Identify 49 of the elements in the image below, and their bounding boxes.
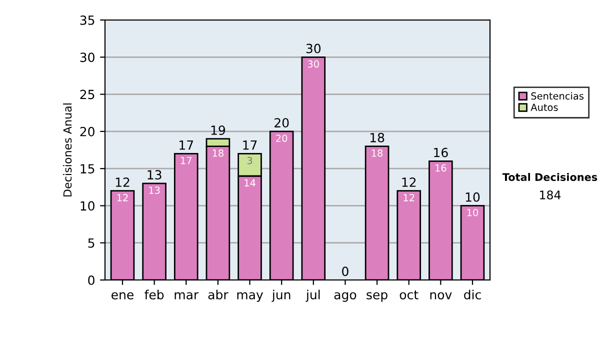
data-label: 13 bbox=[149, 186, 160, 194]
y-tick-label: 35 bbox=[80, 15, 94, 25]
data-label: 30 bbox=[308, 60, 319, 68]
text: 184 bbox=[540, 190, 561, 200]
x-tick-label: ene bbox=[112, 292, 134, 300]
data-label: 12 bbox=[117, 194, 128, 202]
text: Total Decisiones bbox=[502, 172, 598, 182]
total-label: 12 bbox=[402, 177, 416, 187]
y-tick-label: 0 bbox=[88, 275, 94, 285]
legend-label: Sentencias bbox=[531, 92, 584, 100]
x-tick-label: mar bbox=[174, 292, 199, 300]
total-label: 0 bbox=[342, 266, 348, 276]
total-label: 12 bbox=[116, 177, 130, 187]
x-tick-label: nov bbox=[430, 292, 452, 300]
x-tick-label: dic bbox=[464, 290, 481, 300]
total-label: 17 bbox=[180, 140, 194, 150]
total-label: 17 bbox=[243, 140, 257, 150]
data-label: 18 bbox=[212, 149, 224, 157]
x-tick-label: oct bbox=[400, 290, 418, 300]
total-label: 16 bbox=[434, 148, 448, 158]
x-tick-label: sep bbox=[366, 292, 388, 302]
total-label: 19 bbox=[211, 125, 226, 135]
total-label: 18 bbox=[370, 132, 384, 142]
data-label: 16 bbox=[436, 164, 446, 172]
y-tick-label: 20 bbox=[80, 126, 94, 136]
x-tick-label: jul bbox=[306, 290, 320, 302]
legend-label: Autos bbox=[530, 104, 558, 111]
x-tick-label: ago bbox=[334, 292, 356, 302]
data-label: 3 bbox=[247, 156, 252, 164]
data-label: 18 bbox=[372, 149, 383, 157]
data-label: 20 bbox=[276, 134, 288, 142]
y-tick-label: 10 bbox=[80, 201, 94, 211]
total-label: 30 bbox=[306, 44, 321, 54]
x-tick-label: jun bbox=[272, 290, 290, 302]
total-label: 13 bbox=[148, 170, 162, 180]
x-tick-label: feb bbox=[144, 290, 164, 300]
data-label: 14 bbox=[244, 179, 256, 186]
data-label: 10 bbox=[467, 208, 478, 216]
y-tick-label: 25 bbox=[80, 90, 94, 100]
x-tick-label: may bbox=[237, 292, 264, 302]
data-label: 12 bbox=[404, 194, 414, 202]
y-tick-label: 5 bbox=[88, 238, 94, 248]
x-tick-label: abr bbox=[208, 290, 228, 300]
total-label: 20 bbox=[274, 118, 289, 128]
y-axis-title: Decisiones Anual bbox=[63, 104, 72, 196]
y-tick-label: 30 bbox=[80, 52, 94, 62]
y-tick-label: 15 bbox=[80, 164, 94, 174]
total-label: 10 bbox=[466, 192, 480, 202]
data-label: 17 bbox=[181, 156, 192, 164]
